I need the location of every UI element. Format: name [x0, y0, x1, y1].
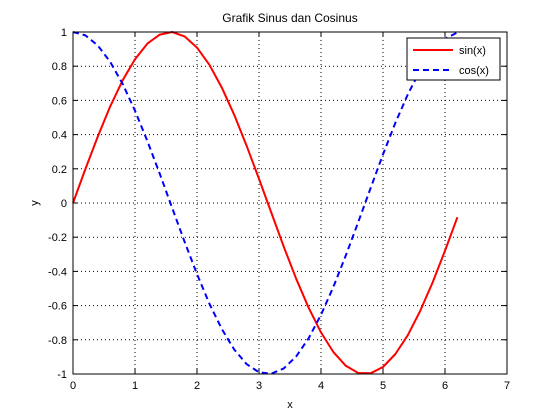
x-tick-label: 1 [132, 380, 138, 392]
y-tick-label: 0.8 [52, 61, 67, 73]
legend: sin(x) cos(x) [406, 37, 501, 81]
x-tick-label: 3 [256, 380, 262, 392]
y-axis-label: y [29, 200, 41, 206]
tick-marks [72, 31, 508, 375]
x-tick-label: 7 [504, 380, 510, 392]
x-tick-label: 6 [442, 380, 448, 392]
legend-label-sin: sin(x) [459, 45, 486, 57]
x-tick-label: 4 [318, 380, 324, 392]
y-tick-label: 0.4 [52, 130, 67, 142]
y-tick-label: -0.2 [48, 232, 67, 244]
y-tick-label: 0.6 [52, 95, 67, 107]
x-tick-label: 5 [380, 380, 386, 392]
y-tick-label: -0.4 [48, 266, 67, 278]
y-tick-label: 1 [61, 27, 67, 39]
legend-label-cos: cos(x) [459, 65, 489, 77]
x-tick-label: 2 [194, 380, 200, 392]
series-line-0 [72, 31, 459, 375]
y-tick-label: -0.8 [48, 335, 67, 347]
y-tick-label: 0 [61, 198, 67, 210]
legend-box [406, 37, 501, 81]
x-axis-label: x [287, 399, 293, 411]
y-tick-label: 0.2 [52, 164, 67, 176]
x-tick-label: 0 [70, 380, 76, 392]
chart-title: Grafik Sinus dan Cosinus [222, 11, 357, 25]
y-tick-labels: -1 -0.8 -0.6 -0.4 -0.2 0 0.2 0.4 0.6 0.8 1 [48, 27, 67, 381]
y-tick-label: -0.6 [48, 301, 67, 313]
series-lines [72, 31, 459, 375]
x-tick-labels: 0 1 2 3 4 5 6 7 [70, 380, 510, 392]
series-line-1 [72, 31, 458, 375]
y-tick-label: -1 [57, 369, 67, 381]
